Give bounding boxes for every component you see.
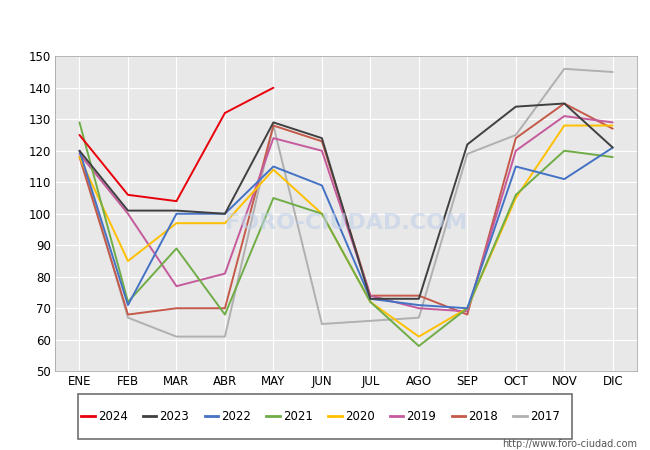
Text: Afiliados en la Granja de la Costera a 31/5/2024: Afiliados en la Granja de la Costera a 3… [126,14,524,33]
Text: 2020: 2020 [344,410,374,423]
Text: 2019: 2019 [406,410,436,423]
FancyBboxPatch shape [78,394,572,439]
Text: 2023: 2023 [159,410,189,423]
Text: 2017: 2017 [530,410,560,423]
Text: 2021: 2021 [283,410,313,423]
Text: http://www.foro-ciudad.com: http://www.foro-ciudad.com [502,439,637,449]
Text: FORO-CIUDAD.COM: FORO-CIUDAD.COM [225,213,467,233]
Text: 2024: 2024 [98,410,127,423]
Text: 2022: 2022 [221,410,251,423]
Text: 2018: 2018 [468,410,498,423]
